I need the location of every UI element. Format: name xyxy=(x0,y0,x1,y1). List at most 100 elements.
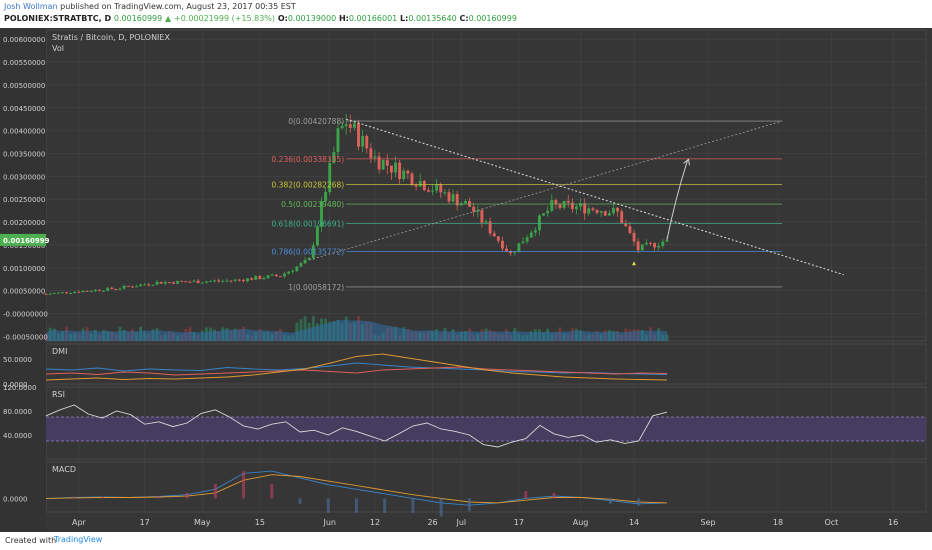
candle-body xyxy=(612,207,615,214)
y-tick-label: 0.00250000 xyxy=(3,196,45,204)
candle-body xyxy=(213,280,217,282)
close-label: C: xyxy=(459,14,469,23)
candle-body xyxy=(431,190,434,192)
candle-body xyxy=(258,276,262,280)
candle-body xyxy=(110,287,114,289)
candle-body xyxy=(283,273,286,277)
candle-body xyxy=(558,204,562,208)
indicator-series-line xyxy=(45,366,667,376)
y-tick-label: 0.00400000 xyxy=(3,128,45,136)
candle-body xyxy=(348,124,352,128)
fib-level-label: 0.618(0.00196691) xyxy=(272,220,345,229)
candle-body xyxy=(324,192,328,202)
candle-body xyxy=(328,162,332,193)
candle-body xyxy=(550,200,554,211)
up-arrow-icon: ▲ xyxy=(165,14,172,23)
candle-body xyxy=(599,211,603,213)
candle-body xyxy=(299,263,303,267)
chart-canvas[interactable]: 0(0.00420788) 0.236(0.00338335) 0.382(0.00… xyxy=(0,28,932,532)
candle-body xyxy=(159,281,163,284)
candle-body xyxy=(533,230,537,233)
close-value: 0.00160999 xyxy=(468,14,517,23)
candle-body xyxy=(665,239,669,242)
indicator-series-line xyxy=(45,362,667,375)
candle-body xyxy=(653,243,657,248)
candle-body xyxy=(426,190,430,192)
candle-body xyxy=(381,160,385,170)
x-tick-label: Sep xyxy=(701,518,716,527)
candle-body xyxy=(336,128,340,152)
chart-footer: Created with TradingView xyxy=(0,532,932,550)
candle-body xyxy=(361,135,365,147)
y-tick-label: 0.00450000 xyxy=(3,105,45,113)
x-tick-label: 16 xyxy=(888,518,898,527)
indicator-title: DMI xyxy=(52,347,67,356)
candle-body xyxy=(262,278,266,280)
indicator-series-line xyxy=(45,404,668,448)
candle-body xyxy=(48,293,52,295)
candle-body xyxy=(172,282,175,284)
x-tick-label: 12 xyxy=(370,518,380,527)
candle-body xyxy=(418,180,422,187)
volume-bar xyxy=(299,319,303,341)
candle-body xyxy=(566,200,570,203)
candle-body xyxy=(385,160,389,166)
candle-body xyxy=(636,241,640,251)
tradingview-logo[interactable]: TradingView xyxy=(54,535,103,544)
high-label: H: xyxy=(338,14,349,23)
projection-arrow xyxy=(666,160,688,241)
candle-body xyxy=(492,233,496,237)
indicator-y-tick: 0.0000 xyxy=(3,381,28,389)
candle-body xyxy=(521,241,525,244)
candle-body xyxy=(73,291,77,293)
fib-level-label: 1(0.00058172) xyxy=(288,283,344,292)
candle-body xyxy=(85,290,89,292)
candle-body xyxy=(369,148,373,158)
fib-level-label: 0.382(0.00282268) xyxy=(272,180,345,189)
y-tick-label: -0.00000000 xyxy=(3,311,48,319)
last-price-tag xyxy=(0,233,46,246)
candle-body xyxy=(89,291,93,293)
candle-body xyxy=(135,286,138,288)
indicator-y-tick: 40.0000 xyxy=(3,432,32,440)
candle-body xyxy=(661,241,665,246)
candle-body xyxy=(184,281,188,283)
candle-body xyxy=(484,221,488,223)
candle-body xyxy=(180,280,184,282)
candle-body xyxy=(644,242,648,245)
candle-body xyxy=(422,180,426,191)
candle-body xyxy=(176,280,180,284)
candle-body xyxy=(488,221,492,234)
x-tick-label: Jun xyxy=(322,518,336,527)
candle-body xyxy=(241,279,245,282)
indicator-title: RSI xyxy=(52,390,65,399)
y-tick-label: 0.00550000 xyxy=(3,59,45,67)
low-value: 0.00135640 xyxy=(408,14,457,23)
candle-body xyxy=(81,290,85,293)
candle-body xyxy=(546,210,550,214)
candle-body xyxy=(525,237,529,242)
x-tick-label: May xyxy=(194,518,211,527)
main-chart-title: Stratis / Bitcoin, D, POLONIEX xyxy=(52,33,170,42)
candle-body xyxy=(332,151,336,163)
candle-body xyxy=(204,281,208,283)
y-tick-label: 0.00350000 xyxy=(3,150,45,158)
author-link[interactable]: Josh Wollman xyxy=(4,2,58,11)
x-tick-label: 17 xyxy=(140,518,150,527)
candle-body xyxy=(270,274,274,276)
candle-body xyxy=(389,165,393,173)
created-with-label: Created with xyxy=(5,536,57,545)
candle-body xyxy=(640,244,644,251)
candle-body xyxy=(620,211,624,224)
x-tick-label: Oct xyxy=(824,518,838,527)
candle-body xyxy=(513,252,517,254)
candle-body xyxy=(126,285,130,287)
candle-body xyxy=(649,242,652,244)
candle-body xyxy=(102,290,106,292)
candle-body xyxy=(254,276,258,280)
candle-body xyxy=(139,284,143,287)
candle-body xyxy=(616,207,620,212)
candle-body xyxy=(143,284,147,286)
indicator-y-tick: 0.0000 xyxy=(3,495,28,503)
candle-body xyxy=(118,288,122,290)
